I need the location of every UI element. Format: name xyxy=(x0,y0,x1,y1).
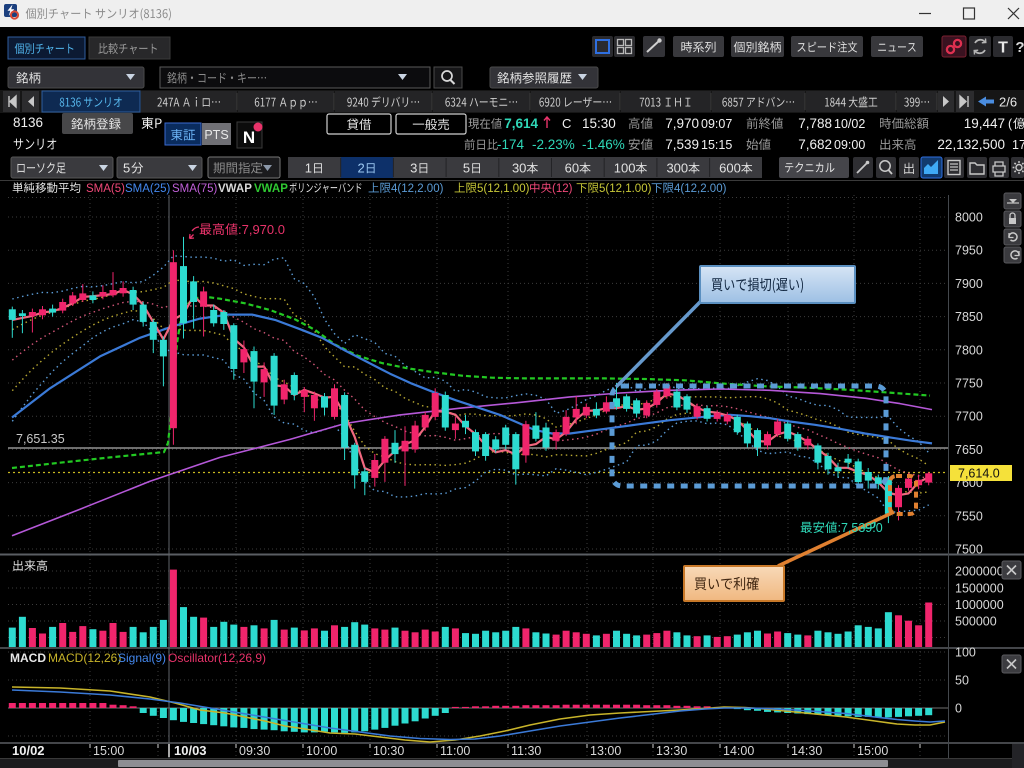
svg-text:T: T xyxy=(998,40,1008,57)
svg-text:?: ? xyxy=(1015,39,1024,56)
svg-text:600: 600 xyxy=(719,161,741,176)
svg-text:5(12,1.00): 5(12,1.00) xyxy=(599,183,652,195)
svg-text:19,447: 19,447 xyxy=(964,116,1005,131)
svg-text:7700: 7700 xyxy=(955,410,983,424)
svg-text:2: 2 xyxy=(357,161,364,176)
svg-text:C: C xyxy=(562,116,571,131)
svg-text::7,539.0: :7,539.0 xyxy=(838,521,883,535)
svg-text:-2.23%: -2.23% xyxy=(532,137,575,152)
svg-text:7,970: 7,970 xyxy=(665,116,699,131)
svg-text:1000000: 1000000 xyxy=(955,598,1004,612)
svg-text:7750: 7750 xyxy=(955,377,983,391)
svg-text:09:30: 09:30 xyxy=(239,744,270,758)
svg-text:100: 100 xyxy=(955,646,976,660)
svg-text:500000: 500000 xyxy=(955,615,997,629)
svg-text:7,788: 7,788 xyxy=(798,116,832,131)
svg-text:13:00: 13:00 xyxy=(590,744,621,758)
svg-text:50: 50 xyxy=(955,674,969,688)
svg-text:17: 17 xyxy=(1012,138,1024,152)
svg-text:3: 3 xyxy=(410,161,417,176)
svg-text::7,970.0: :7,970.0 xyxy=(238,222,285,237)
svg-text:10/02: 10/02 xyxy=(12,743,45,758)
svg-text:22,132,500: 22,132,500 xyxy=(937,137,1005,152)
svg-text:10:30: 10:30 xyxy=(373,744,404,758)
svg-text:7800: 7800 xyxy=(955,343,983,357)
svg-text:1500000: 1500000 xyxy=(955,582,1004,596)
svg-text:15:00: 15:00 xyxy=(857,744,888,758)
svg-text:-174: -174 xyxy=(497,137,525,152)
svg-text:11:00: 11:00 xyxy=(440,744,470,758)
svg-text:15:00: 15:00 xyxy=(93,744,124,758)
svg-text:2/6: 2/6 xyxy=(999,95,1017,110)
svg-text:1: 1 xyxy=(305,161,312,176)
svg-text:7,682: 7,682 xyxy=(798,137,832,152)
svg-text:09:07: 09:07 xyxy=(701,117,732,131)
svg-text:2000000: 2000000 xyxy=(955,565,1004,579)
svg-text:4(12,2.00): 4(12,2.00) xyxy=(391,183,444,195)
svg-text:SMA(5): SMA(5) xyxy=(86,183,125,195)
svg-text:13:30: 13:30 xyxy=(656,744,687,758)
svg-text:VWAP: VWAP xyxy=(218,183,252,195)
svg-text:5: 5 xyxy=(463,161,470,176)
svg-text:14:30: 14:30 xyxy=(791,744,822,758)
svg-text:7,614.0: 7,614.0 xyxy=(958,467,1000,481)
svg-text:0: 0 xyxy=(955,702,962,716)
svg-text:SMA(75): SMA(75) xyxy=(172,183,218,195)
svg-text:100: 100 xyxy=(614,161,636,176)
svg-text:5: 5 xyxy=(123,161,130,176)
svg-text:7950: 7950 xyxy=(955,244,983,258)
svg-text:Oscillator(12,26,9): Oscillator(12,26,9) xyxy=(168,651,266,665)
svg-text:10:00: 10:00 xyxy=(306,744,337,758)
svg-text:4(12,2.00): 4(12,2.00) xyxy=(674,183,727,195)
svg-text:(12): (12) xyxy=(552,183,573,195)
svg-text:MACD: MACD xyxy=(10,651,46,665)
svg-text:7900: 7900 xyxy=(955,277,983,291)
svg-text:14:00: 14:00 xyxy=(723,744,754,758)
svg-text:7650: 7650 xyxy=(955,443,983,457)
svg-text:Signal(9): Signal(9) xyxy=(118,651,166,665)
svg-text:VWAP: VWAP xyxy=(254,183,288,195)
svg-text:5(12,1.00): 5(12,1.00) xyxy=(477,183,530,195)
svg-text:8136: 8136 xyxy=(13,115,43,130)
svg-text:N: N xyxy=(243,128,255,147)
svg-text:7,651.35: 7,651.35 xyxy=(16,432,65,446)
svg-text:7,614: 7,614 xyxy=(504,116,538,131)
svg-text:10/03: 10/03 xyxy=(174,743,207,758)
svg-text:-1.46%: -1.46% xyxy=(582,137,625,152)
svg-text:11:30: 11:30 xyxy=(511,744,541,758)
svg-text:10/02: 10/02 xyxy=(834,117,865,131)
svg-text:30: 30 xyxy=(512,161,526,176)
svg-text:SMA(25): SMA(25) xyxy=(125,183,171,195)
svg-text:7550: 7550 xyxy=(955,509,983,523)
svg-text:60: 60 xyxy=(565,161,579,176)
svg-text:PTS: PTS xyxy=(204,128,228,142)
svg-text:15:30: 15:30 xyxy=(582,116,616,131)
svg-text:(: ( xyxy=(1008,117,1013,131)
svg-text:09:00: 09:00 xyxy=(834,138,865,152)
svg-text:MACD(12,26): MACD(12,26) xyxy=(48,651,121,665)
svg-text:7500: 7500 xyxy=(955,543,983,557)
svg-text:15:15: 15:15 xyxy=(701,138,732,152)
svg-text:8000: 8000 xyxy=(955,211,983,225)
svg-text:300: 300 xyxy=(666,161,688,176)
svg-text:7,539: 7,539 xyxy=(665,137,699,152)
svg-text:7850: 7850 xyxy=(955,310,983,324)
